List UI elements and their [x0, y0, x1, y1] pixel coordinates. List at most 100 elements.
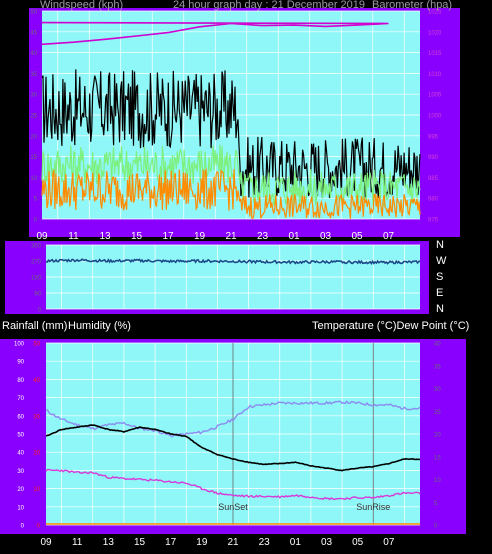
- windspeed-tick-label: 10: [30, 176, 37, 182]
- top-x-tick-label: 09: [36, 231, 48, 242]
- bottom-x-tick-label: 19: [196, 537, 208, 548]
- barometer-tick-label: 1010: [428, 72, 442, 78]
- rainfall-tick-label: 50: [33, 342, 40, 348]
- barometer-axis-title: Barometer (hpa): [372, 0, 453, 11]
- direction-tick-label: 360: [31, 244, 42, 250]
- top-x-tick-label: 21: [225, 231, 237, 242]
- top-x-tick-label: 07: [383, 231, 395, 242]
- windspeed-tick-label: 30: [30, 93, 37, 99]
- temperature-tick-label: 10: [434, 478, 441, 484]
- windspeed-tick-label: 5: [34, 197, 38, 203]
- temperature-tick-label: 15: [434, 455, 441, 461]
- temperature-tick-label: 0: [434, 524, 438, 530]
- bottom-x-tick-label: 13: [103, 537, 115, 548]
- temperature-line: [45, 424, 421, 472]
- top-x-tick-label: 01: [288, 231, 300, 242]
- top-x-tick-label: 17: [162, 231, 174, 242]
- barometer-tick-label: 995: [428, 134, 439, 140]
- barometer-tick-label: 1000: [428, 114, 442, 120]
- barometer-tick-label: 975: [428, 218, 439, 224]
- windspeed-tick-label: 0: [34, 218, 38, 224]
- temperature-tick-label: 5: [434, 501, 438, 507]
- humidity-tick-label: 0: [21, 524, 25, 530]
- humidity-axis-title: Humidity (%): [68, 320, 131, 332]
- top-x-tick-label: 15: [131, 231, 143, 242]
- humidity-tick-label: 50: [17, 433, 24, 439]
- bottom-x-tick-label: 05: [352, 537, 364, 548]
- bottom-x-tick-label: 21: [227, 537, 239, 548]
- windspeed-tick-label: 45: [30, 30, 37, 36]
- wind-minimum-line: [41, 167, 421, 219]
- direction-label: N: [436, 239, 444, 251]
- humidity-tick-label: 70: [17, 396, 24, 402]
- dewpoint-line: [45, 468, 421, 501]
- bottom-x-tick-label: 23: [259, 537, 271, 548]
- temperature-tick-label: 40: [434, 342, 441, 348]
- temperature-tick-label: 30: [434, 387, 441, 393]
- top-x-tick-label: 23: [257, 231, 269, 242]
- bottom-x-tick-label: 07: [383, 537, 395, 548]
- humidity-tick-label: 100: [14, 342, 25, 348]
- barometer-tick-label: 1020: [428, 30, 442, 36]
- graph-date-title: 24 hour graph day : 21 December 2019: [173, 0, 366, 11]
- humidity-tick-label: 80: [17, 378, 24, 384]
- windspeed-tick-label: 20: [30, 134, 37, 140]
- barometer-tick-label: 985: [428, 176, 439, 182]
- barometer-line: [41, 21, 389, 46]
- humidity-tick-label: 30: [17, 469, 24, 475]
- rainfall-axis-title: Rainfall (mm): [2, 320, 68, 332]
- barometer-tick-label: 1015: [428, 51, 442, 57]
- bottom-x-tick-label: 11: [72, 537, 83, 548]
- direction-tick-label: 90: [34, 292, 41, 298]
- top-x-tick-label: 05: [351, 231, 363, 242]
- rainfall-tick-label: 20: [33, 451, 40, 457]
- windspeed-tick-label: 35: [30, 72, 37, 78]
- windspeed-tick-label: 40: [30, 51, 37, 57]
- top-x-tick-label: 03: [320, 231, 332, 242]
- rainfall-tick-label: 0: [37, 524, 41, 530]
- top-x-tick-label: 13: [99, 231, 111, 242]
- direction-tick-label: 0: [38, 308, 42, 314]
- direction-label: S: [436, 271, 443, 283]
- top-x-tick-label: 11: [68, 231, 79, 242]
- humidity-tick-label: 10: [17, 505, 24, 511]
- direction-label: W: [436, 255, 447, 267]
- rainfall-tick-label: 30: [33, 414, 40, 420]
- sun-annotation-label: SunSet: [218, 502, 248, 512]
- windspeed-axis-title: Windspeed (kph): [40, 0, 124, 11]
- rainfall-tick-label: 10: [33, 487, 40, 493]
- barometer-tick-label: 1025: [428, 10, 442, 16]
- barometer-tick-label: 1005: [428, 93, 442, 99]
- humidity-tick-label: 40: [17, 451, 24, 457]
- rainfall-tick-label: 40: [33, 378, 40, 384]
- bottom-x-tick-label: 09: [40, 537, 52, 548]
- bottom-x-tick-label: 15: [134, 537, 146, 548]
- temperature-tick-label: 25: [434, 410, 441, 416]
- temperature-tick-label: 35: [434, 364, 441, 370]
- windspeed-tick-label: 25: [30, 114, 37, 120]
- bottom-x-tick-label: 17: [165, 537, 177, 548]
- temperature-tick-label: 20: [434, 433, 441, 439]
- barometer-tick-label: 980: [428, 197, 439, 203]
- sun-annotation-label: SunRise: [356, 502, 390, 512]
- top-x-tick-label: 19: [194, 231, 206, 242]
- bottom-x-tick-label: 01: [290, 537, 302, 548]
- windspeed-tick-label: 50: [30, 10, 37, 16]
- humidity-tick-label: 60: [17, 414, 24, 420]
- wind-average-line: [41, 144, 421, 207]
- wind-direction-line: [45, 258, 421, 265]
- wind-gust-line: [41, 69, 421, 199]
- humidity-tick-label: 90: [17, 360, 24, 366]
- temperature-axis-title: Temperature (°C)Dew Point (°C): [312, 320, 470, 332]
- direction-label: E: [436, 287, 443, 299]
- barometer-tick-label: 990: [428, 155, 439, 161]
- direction-tick-label: 270: [31, 260, 42, 266]
- humidity-line: [45, 400, 421, 438]
- humidity-tick-label: 20: [17, 487, 24, 493]
- direction-tick-label: 180: [31, 276, 42, 282]
- direction-label: N: [436, 303, 444, 315]
- bottom-x-tick-label: 03: [321, 537, 333, 548]
- windspeed-tick-label: 15: [30, 155, 37, 161]
